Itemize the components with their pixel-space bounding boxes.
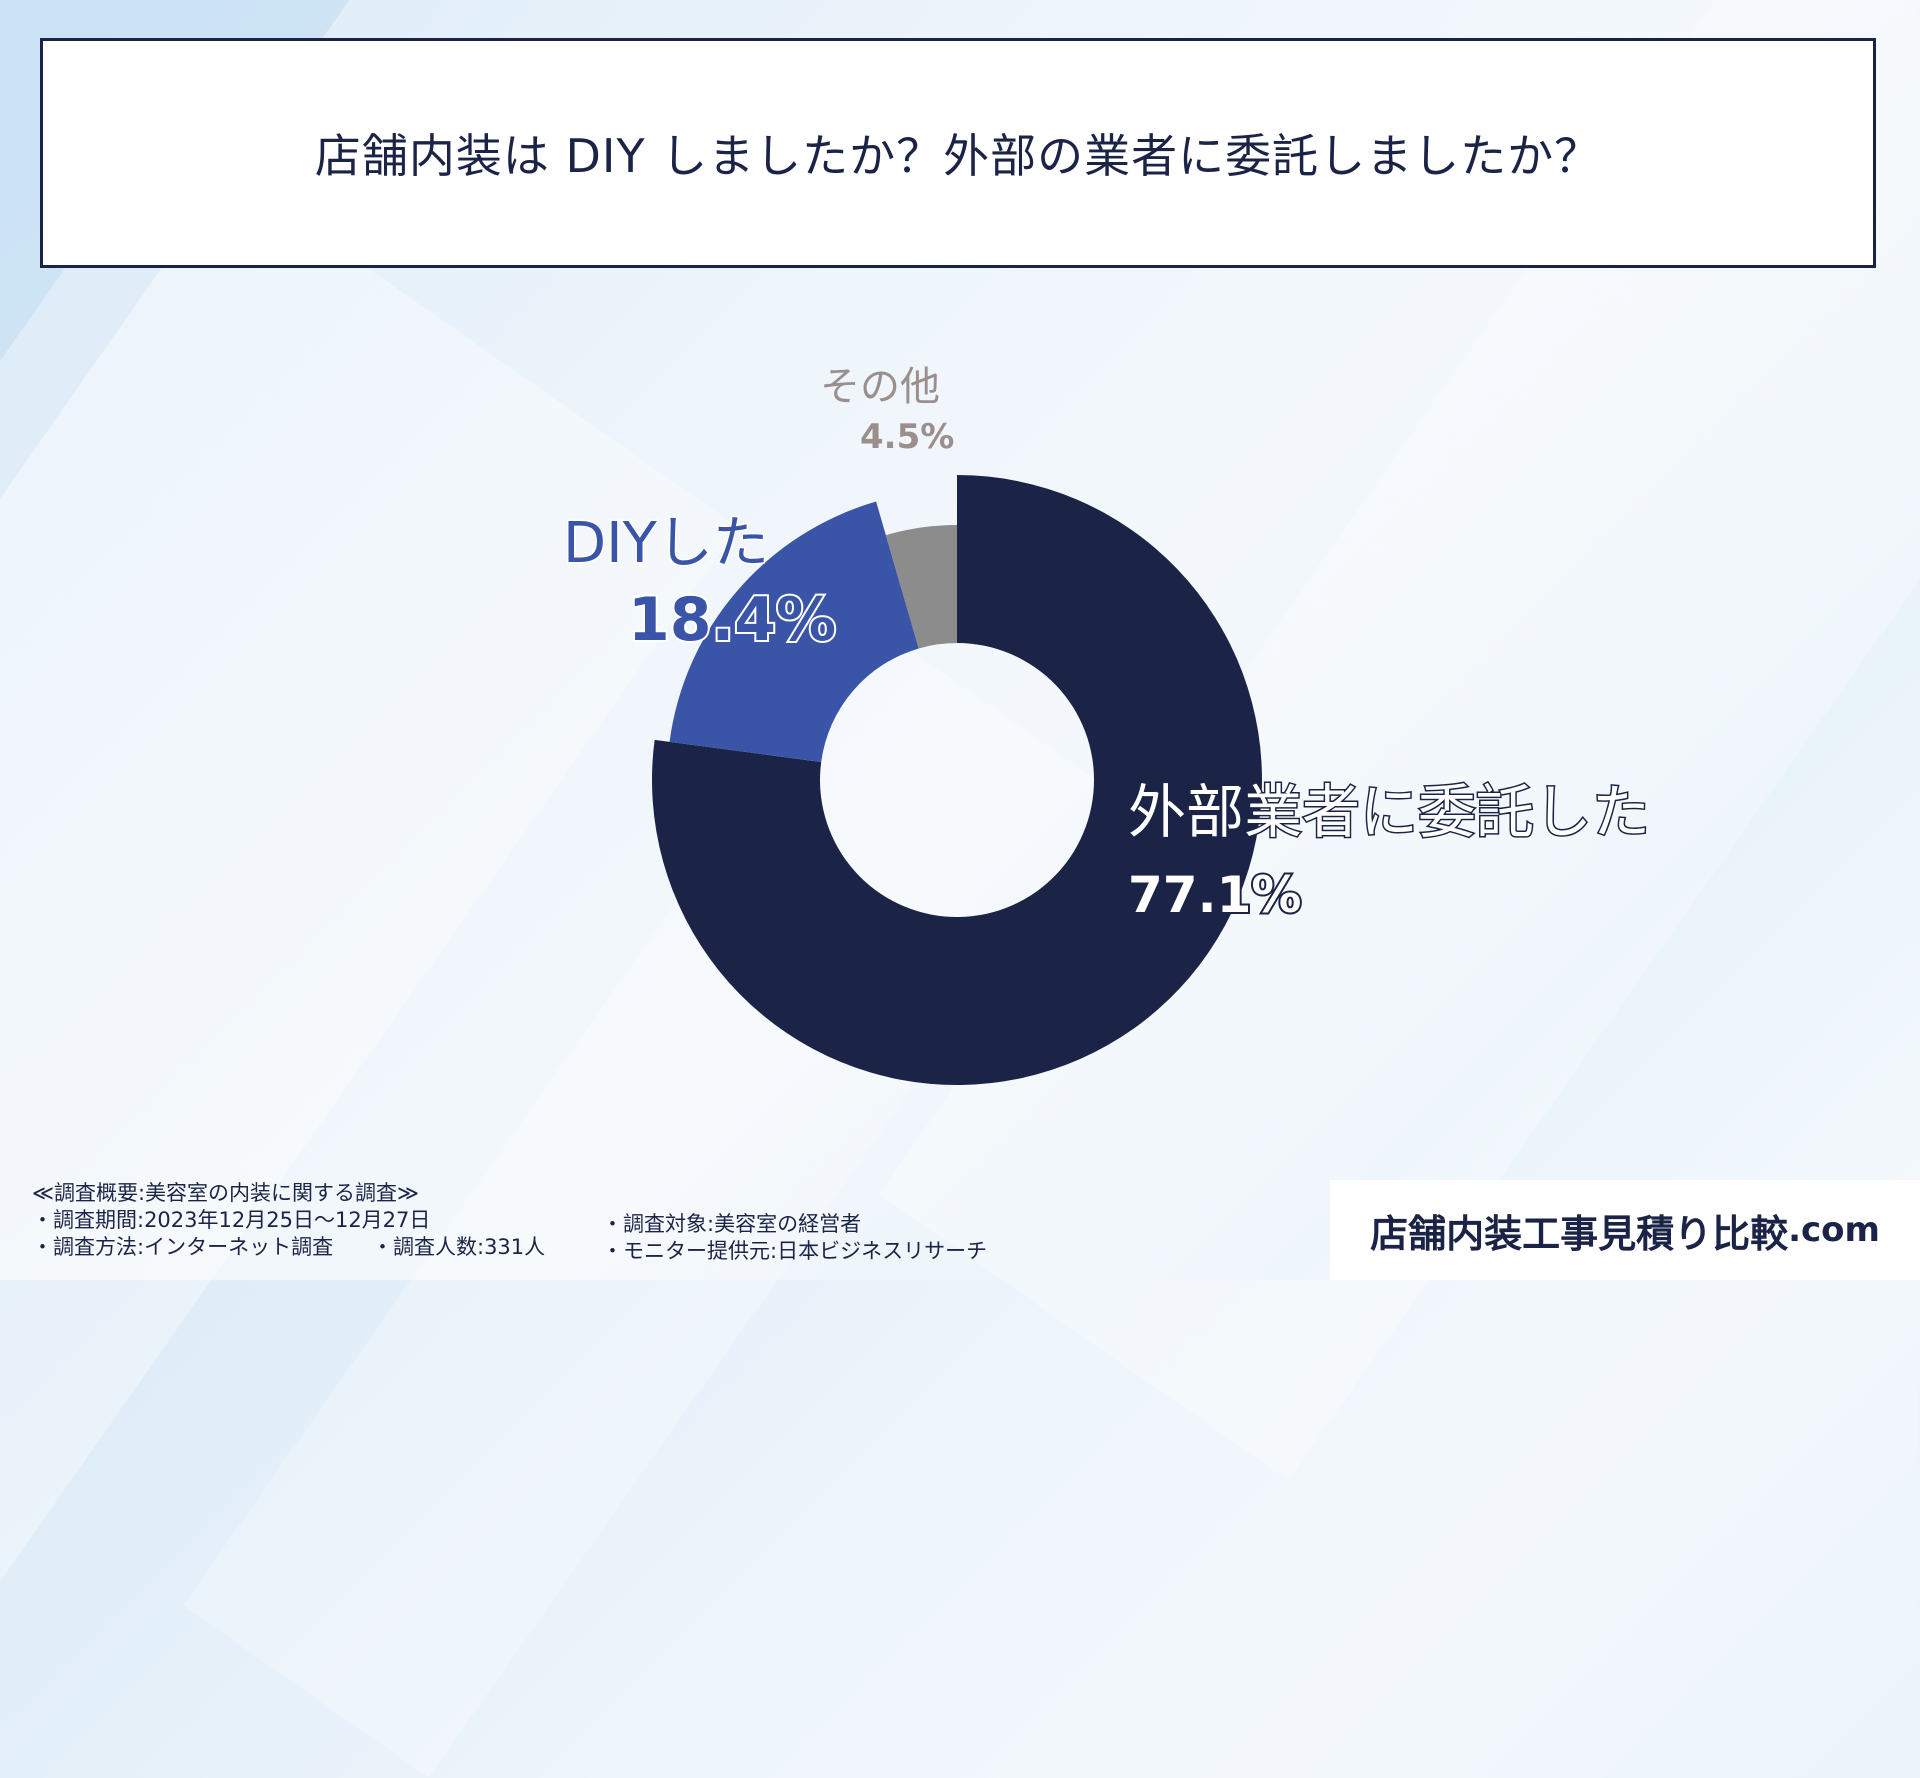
slice-other [885,525,957,649]
survey-provider: ・モニター提供元:日本ビジネスリサーチ [602,1239,988,1263]
survey-notes: ≪調査概要:美容室の内装に関する調査≫ ・調査期間:2023年12月25日～12… [32,1180,1032,1270]
slice-diy [669,501,919,762]
brand-logo: 店舗内装工事見積り比較 .com [1330,1180,1920,1280]
survey-target: ・調査対象:美容室の経営者 [602,1212,862,1236]
value-diy: 18.4% [628,585,836,655]
value-outsourced: 77.1% [1128,866,1301,924]
brand-name: 店舗内装工事見積り比較 [1370,1211,1789,1256]
survey-method: ・調査方法:インターネット調査 [32,1235,334,1259]
label-other: その他 [820,364,940,410]
slice-outsourced [652,475,1262,1085]
survey-overview: ≪調査概要:美容室の内装に関する調査≫ [32,1181,420,1205]
survey-respondents: ・調査人数:331人 [372,1235,546,1259]
chart-title: 店舗内装は DIY しましたか？外部の業者に委託しましたか？ [314,129,1602,183]
label-diy: DIYした [563,511,769,576]
value-other: 4.5% [860,417,954,457]
label-outsourced: 外部業者に委託した [1128,778,1650,846]
brand-suffix: .com [1788,1210,1880,1250]
survey-period: ・調査期間:2023年12月25日～12月27日 [32,1208,431,1232]
title-box: 店舗内装は DIY しましたか？外部の業者に委託しましたか？ [40,38,1876,268]
donut-chart: 外部業者に委託した 77.1% DIYした 18.4% その他 4.5% [562,364,1652,1085]
